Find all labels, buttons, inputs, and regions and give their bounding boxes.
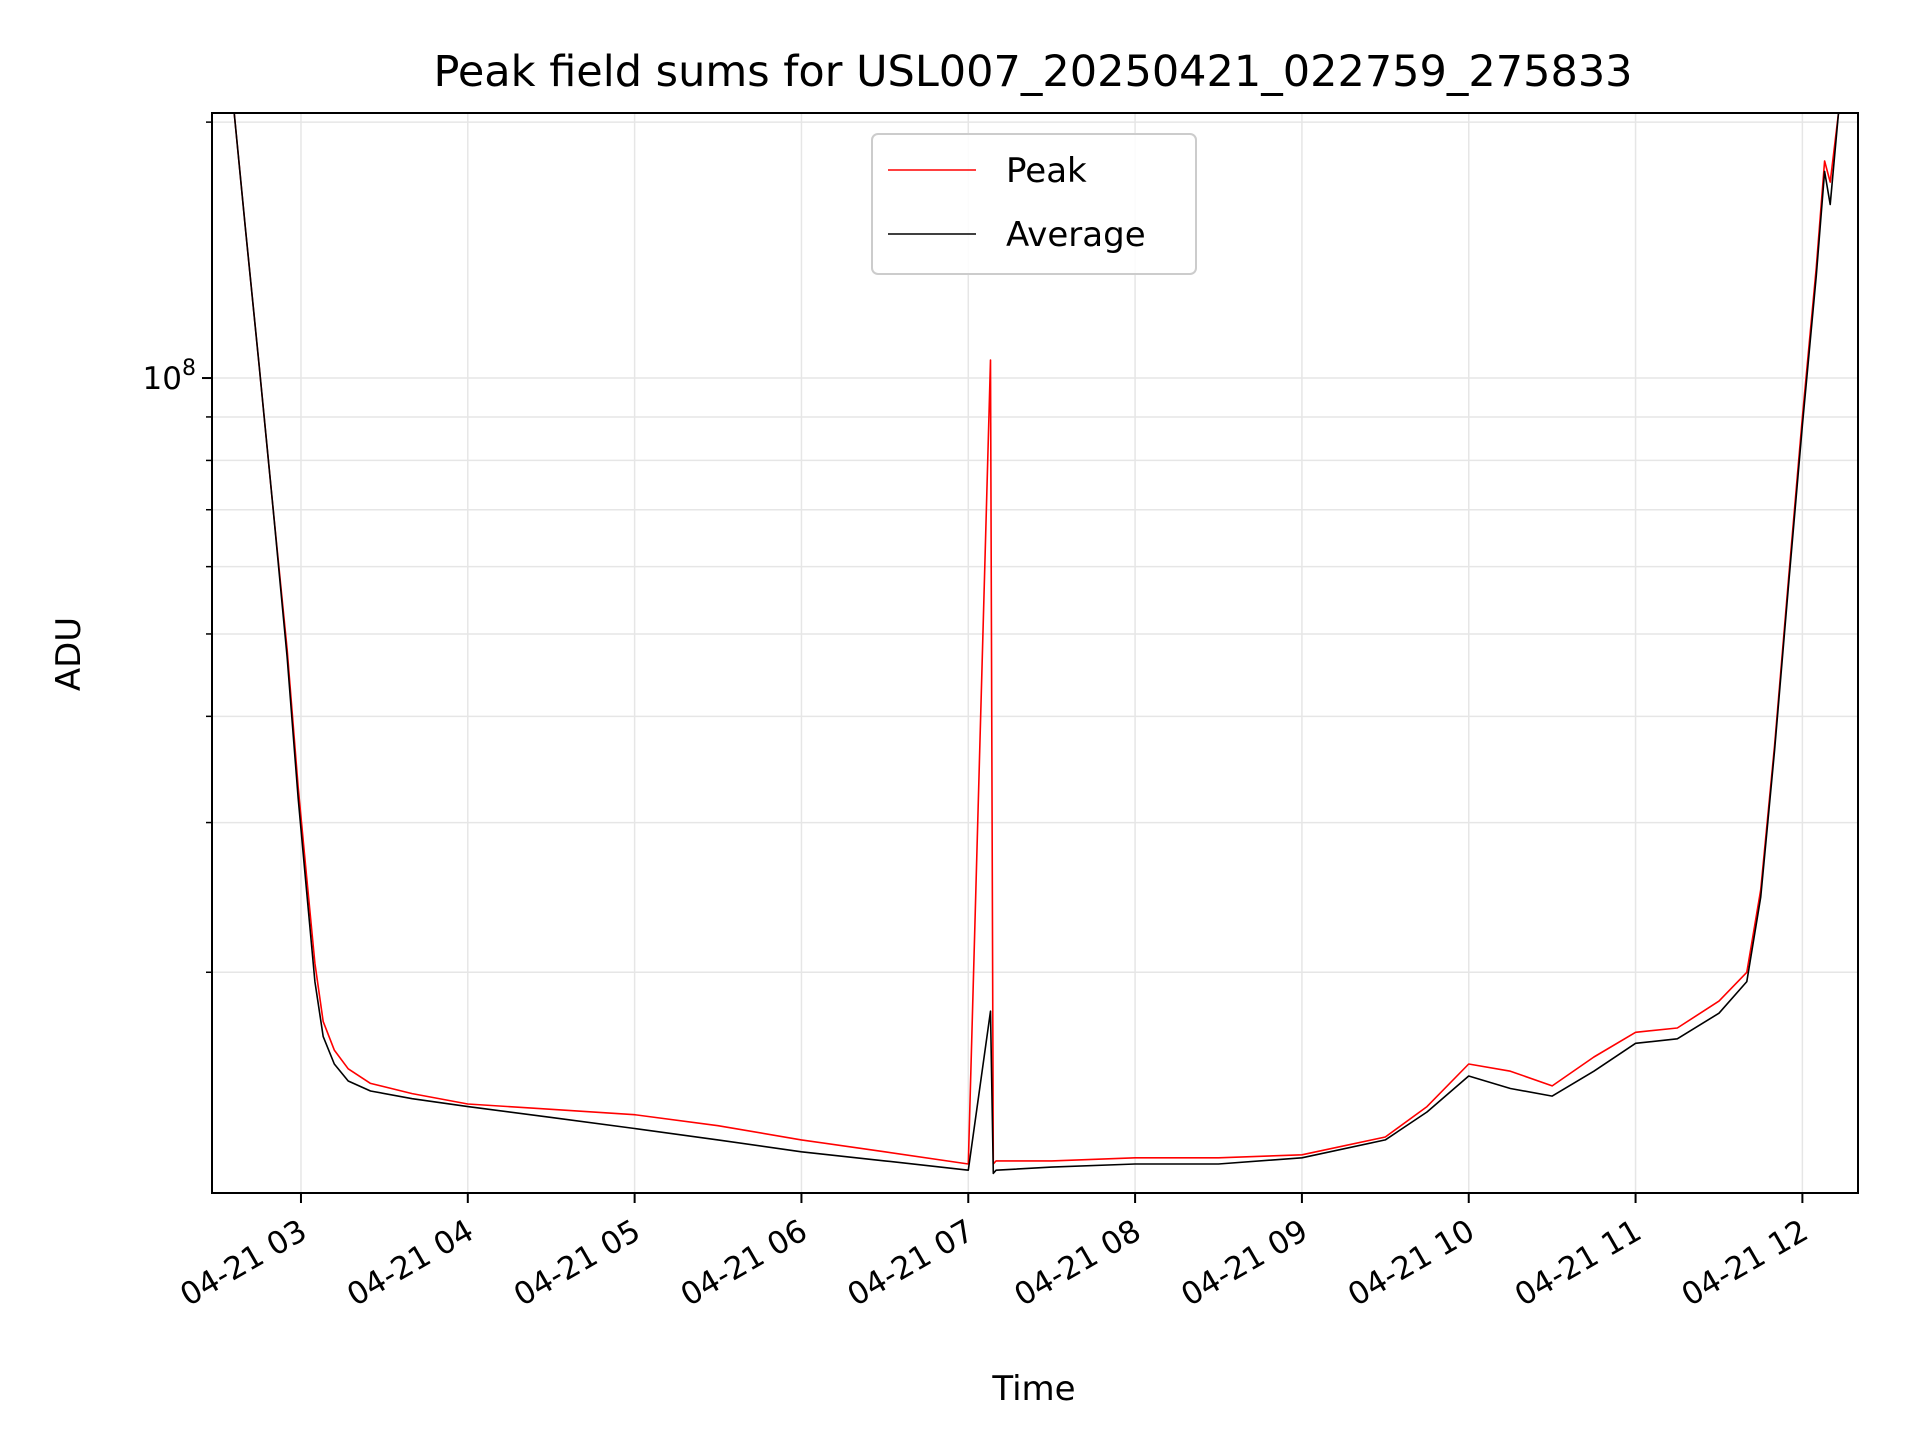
legend-label-peak: Peak [1006, 151, 1087, 191]
x-axis-label: Time [991, 1369, 1075, 1409]
y-tick-base: 10 [143, 361, 182, 397]
legend-box [871, 133, 1197, 275]
grid-lines [212, 113, 1858, 1193]
x-tick-label: 04-21 03 [174, 1213, 313, 1314]
x-tick-label: 04-21 08 [1008, 1213, 1147, 1314]
legend-label-average: Average [1006, 215, 1146, 255]
series-line-peak [212, 113, 1840, 1165]
x-axis-ticks: 04-21 03 04-21 04 04-21 05 04-21 06 04-21 07… [174, 1193, 1814, 1314]
y-axis-label: ADU [49, 617, 89, 691]
plot-series [212, 113, 1840, 1175]
x-tick-label: 04-21 07 [842, 1213, 981, 1314]
y-tick-exponent: 8 [182, 356, 196, 381]
x-tick-label: 04-21 04 [341, 1213, 480, 1314]
x-tick-label: 04-21 12 [1676, 1213, 1815, 1314]
x-tick-label: 04-21 11 [1509, 1213, 1648, 1314]
x-tick-label: 04-21 05 [508, 1213, 647, 1314]
series-line-average [212, 113, 1840, 1175]
legend: Peak Average [871, 133, 1197, 275]
x-tick-label: 04-21 10 [1342, 1213, 1481, 1314]
y-axis-ticks: 108 [143, 121, 212, 974]
chart-title: Peak field sums for USL007_20250421_0227… [433, 47, 1632, 97]
x-tick-label: 04-21 09 [1175, 1213, 1314, 1314]
y-tick-label: 108 [143, 356, 196, 397]
plot-area-frame [211, 112, 1859, 1194]
x-tick-label: 04-21 06 [675, 1213, 814, 1314]
